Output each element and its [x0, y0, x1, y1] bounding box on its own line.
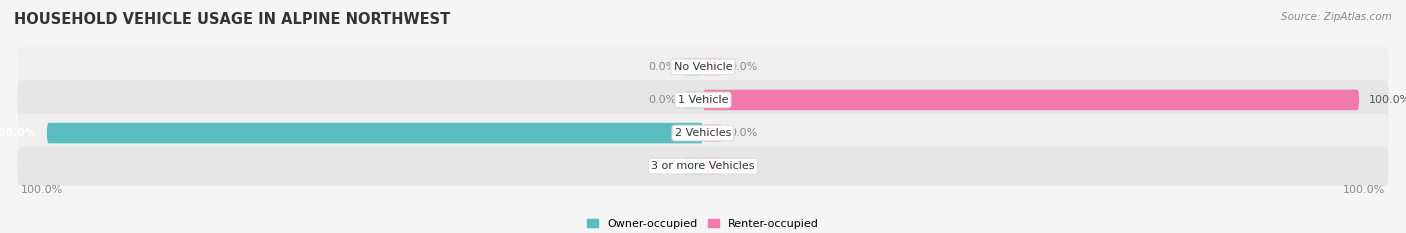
- Text: 0.0%: 0.0%: [648, 62, 676, 72]
- FancyBboxPatch shape: [683, 158, 703, 175]
- Text: 0.0%: 0.0%: [648, 95, 676, 105]
- FancyBboxPatch shape: [703, 90, 1360, 110]
- Text: No Vehicle: No Vehicle: [673, 62, 733, 72]
- FancyBboxPatch shape: [17, 80, 1389, 120]
- Text: 2 Vehicles: 2 Vehicles: [675, 128, 731, 138]
- Text: 100.0%: 100.0%: [0, 128, 37, 138]
- FancyBboxPatch shape: [17, 113, 1389, 153]
- FancyBboxPatch shape: [46, 123, 703, 143]
- FancyBboxPatch shape: [703, 58, 723, 75]
- Text: 0.0%: 0.0%: [730, 62, 758, 72]
- Text: 0.0%: 0.0%: [730, 128, 758, 138]
- FancyBboxPatch shape: [17, 47, 1389, 86]
- Text: Source: ZipAtlas.com: Source: ZipAtlas.com: [1281, 12, 1392, 22]
- FancyBboxPatch shape: [17, 147, 1389, 186]
- Text: HOUSEHOLD VEHICLE USAGE IN ALPINE NORTHWEST: HOUSEHOLD VEHICLE USAGE IN ALPINE NORTHW…: [14, 12, 450, 27]
- Text: 100.0%: 100.0%: [1343, 185, 1385, 195]
- FancyBboxPatch shape: [683, 58, 703, 75]
- Legend: Owner-occupied, Renter-occupied: Owner-occupied, Renter-occupied: [582, 214, 824, 233]
- Text: 100.0%: 100.0%: [21, 185, 63, 195]
- Text: 0.0%: 0.0%: [648, 161, 676, 171]
- FancyBboxPatch shape: [703, 124, 723, 142]
- Text: 100.0%: 100.0%: [1369, 95, 1406, 105]
- Text: 0.0%: 0.0%: [730, 161, 758, 171]
- FancyBboxPatch shape: [703, 158, 723, 175]
- Text: 3 or more Vehicles: 3 or more Vehicles: [651, 161, 755, 171]
- Text: 1 Vehicle: 1 Vehicle: [678, 95, 728, 105]
- FancyBboxPatch shape: [683, 91, 703, 109]
